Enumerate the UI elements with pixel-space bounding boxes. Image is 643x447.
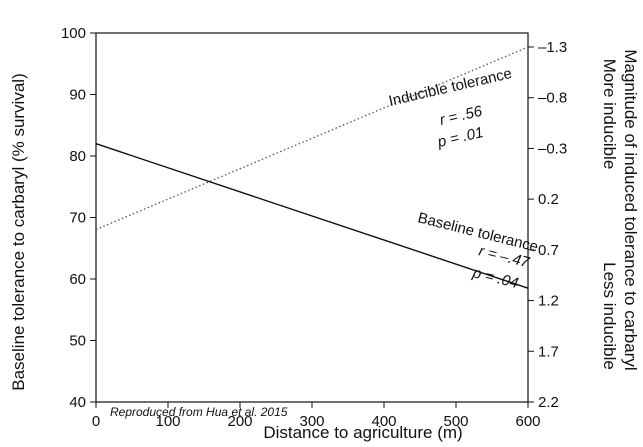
y-tick-label: 50 — [69, 333, 86, 350]
y2-tick-label: 2.2 — [538, 394, 559, 411]
baseline-tolerance-annotation: Baseline tolerance — [416, 209, 540, 255]
y2-tick-label: 1.7 — [538, 343, 559, 360]
y-tick-label: 100 — [61, 25, 86, 42]
y-tick-label: 60 — [69, 271, 86, 288]
x-axis-label: Distance to agriculture (m) — [263, 423, 462, 442]
y-axis-label: Baseline tolerance to carbaryl (% surviv… — [9, 73, 28, 390]
baseline-p-annotation: p = .04 — [470, 264, 520, 292]
x-tick-label: 0 — [92, 413, 100, 430]
more-inducible-label: More inducible — [600, 59, 619, 170]
y-tick-label: 40 — [69, 394, 86, 411]
series-lines — [95, 46, 529, 289]
y2-tick-label: –0.8 — [538, 90, 567, 107]
y-tick-label: 80 — [69, 148, 86, 165]
baseline-tolerance-line — [95, 143, 529, 289]
x-tick-label: 400 — [371, 413, 396, 430]
x-tick-label: 200 — [227, 413, 252, 430]
x-tick-label: 600 — [515, 413, 540, 430]
less-inducible-label: Less inducible — [600, 262, 619, 370]
y-tick-label: 70 — [69, 210, 86, 227]
y2-tick-label: 0.2 — [538, 191, 559, 208]
y2-axis-ticks: –1.3 –0.8 –0.3 0.2 0.7 1.2 1.7 2.2 — [528, 39, 567, 411]
x-axis-ticks: 0 100 200 300 400 500 600 — [92, 402, 541, 430]
x-tick-label: 300 — [299, 413, 324, 430]
y-tick-label: 90 — [69, 87, 86, 104]
y2-tick-label: 1.2 — [538, 293, 559, 310]
inducible-tolerance-annotation: Inducible tolerance — [387, 65, 514, 110]
credit-text: Reproduced from Hua et al. 2015 — [110, 405, 288, 419]
y-axis-ticks: 40 50 60 70 80 90 100 — [61, 25, 96, 411]
y2-tick-label: –1.3 — [538, 39, 567, 56]
y2-tick-label: 0.7 — [538, 242, 559, 259]
y2-axis-label: Magnitude of induced tolerance to carbar… — [621, 49, 640, 370]
y2-tick-label: –0.3 — [538, 140, 567, 157]
x-tick-label: 100 — [155, 413, 180, 430]
x-tick-label: 500 — [443, 413, 468, 430]
